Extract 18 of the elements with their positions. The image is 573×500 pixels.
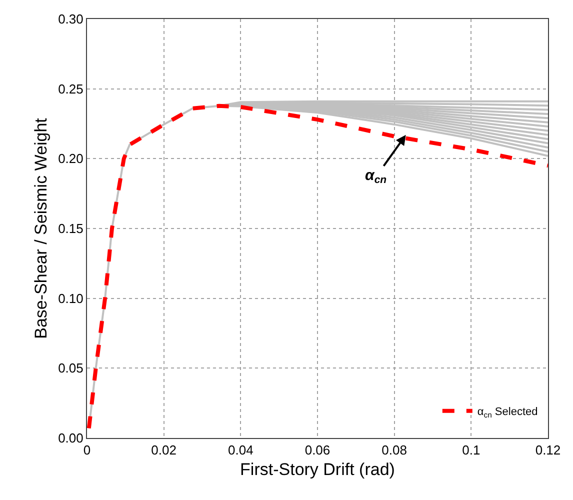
y-tick-label: 0.30 xyxy=(58,12,84,27)
y-axis-title: Base-Shear / Seismic Weight xyxy=(32,118,51,339)
x-tick-label: 0.1 xyxy=(462,442,480,458)
x-tick-label: 0 xyxy=(83,442,91,458)
y-tick-label: 0.05 xyxy=(58,360,84,376)
legend-label: α$_{cn}$ Selected xyxy=(477,406,538,420)
annotation: α$_{cn}$ xyxy=(365,167,387,186)
x-tick-label: 0.04 xyxy=(228,442,254,458)
y-tick-label: 0.15 xyxy=(58,221,84,236)
x-tick-label: 0.02 xyxy=(151,442,176,458)
x-tick-label: 0.12 xyxy=(535,442,561,458)
x-tick-label: 0.08 xyxy=(382,442,407,458)
y-tick-label: 0.00 xyxy=(58,430,84,446)
y-tick-label: 0.10 xyxy=(58,290,84,306)
x-tick-label: 0.06 xyxy=(304,442,330,458)
x-axis-title: First-Story Drift (rad) xyxy=(240,460,395,479)
y-tick-label: 0.25 xyxy=(58,81,84,96)
y-tick-label: 0.20 xyxy=(58,151,84,166)
